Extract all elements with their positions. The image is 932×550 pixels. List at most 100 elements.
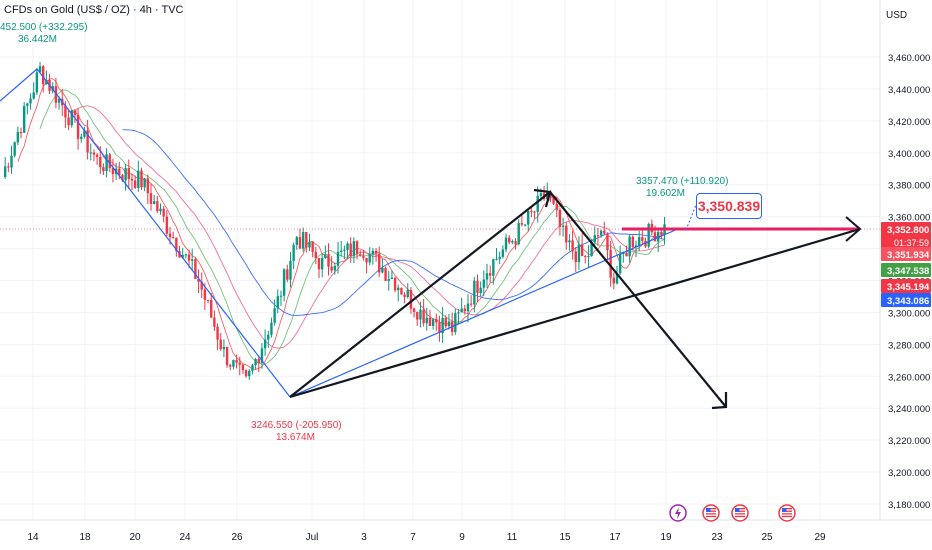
us-flag-icon[interactable] bbox=[778, 504, 796, 522]
candle bbox=[419, 301, 422, 328]
candle bbox=[511, 239, 514, 245]
candle-body bbox=[612, 277, 616, 284]
candle-body bbox=[644, 240, 647, 247]
candle bbox=[650, 219, 654, 236]
candle-body bbox=[32, 92, 35, 99]
candle bbox=[26, 102, 29, 115]
candle bbox=[412, 307, 416, 318]
candle-body bbox=[438, 322, 441, 333]
flag-stripe bbox=[735, 508, 745, 510]
candle bbox=[422, 299, 425, 327]
candle bbox=[32, 82, 35, 100]
candle-body bbox=[229, 365, 232, 367]
candle bbox=[324, 245, 327, 259]
candle bbox=[403, 291, 406, 304]
lightning-icon[interactable] bbox=[669, 504, 687, 522]
candle-body bbox=[444, 317, 447, 327]
candle bbox=[270, 317, 273, 338]
candle-body bbox=[95, 154, 99, 157]
time-tick-label: 18 bbox=[79, 532, 91, 543]
price-tick-label: 3,260.000 bbox=[888, 372, 930, 383]
candle-body bbox=[469, 303, 473, 305]
candle-body bbox=[67, 117, 70, 126]
candle bbox=[571, 230, 574, 260]
flag-stripe bbox=[706, 510, 716, 512]
candle-body bbox=[26, 103, 29, 106]
candle-body bbox=[102, 167, 105, 172]
price-tick-label: 3,440.000 bbox=[888, 85, 930, 96]
high-annotation-volume: 36.442M bbox=[18, 34, 57, 45]
candle-body bbox=[216, 326, 219, 340]
candle bbox=[431, 317, 435, 330]
candle-body bbox=[80, 136, 83, 139]
candle bbox=[184, 253, 188, 259]
candle-body bbox=[346, 243, 349, 250]
candle-body bbox=[270, 322, 273, 335]
candle bbox=[498, 251, 501, 265]
candle-body bbox=[441, 317, 444, 333]
candle bbox=[222, 339, 226, 358]
candle-body bbox=[19, 132, 23, 134]
candle-body bbox=[412, 308, 416, 312]
candle-body bbox=[222, 346, 226, 350]
candle bbox=[282, 268, 286, 302]
candle bbox=[599, 229, 603, 238]
flag-canton bbox=[706, 508, 711, 512]
candle-body bbox=[622, 253, 625, 255]
candle bbox=[248, 369, 251, 380]
candle-body bbox=[656, 231, 660, 242]
us-flag-icon[interactable] bbox=[702, 504, 720, 522]
candle bbox=[333, 262, 337, 275]
flag-stripe bbox=[735, 510, 745, 512]
candle-body bbox=[7, 166, 10, 168]
candle bbox=[533, 210, 536, 219]
candle bbox=[244, 369, 248, 378]
candle-body bbox=[416, 311, 419, 320]
moving-average-line bbox=[71, 105, 665, 349]
price-label-bg bbox=[881, 279, 931, 293]
price-label-bg bbox=[881, 293, 931, 307]
price-tick-label: 3,180.000 bbox=[888, 500, 930, 511]
candle-body bbox=[156, 201, 159, 212]
candle-body bbox=[571, 240, 574, 252]
price-label-text: 3,345.194 bbox=[887, 282, 930, 293]
candle-body bbox=[527, 210, 530, 225]
candle-body bbox=[577, 244, 581, 263]
moving-average-line bbox=[122, 129, 665, 317]
candles bbox=[3, 61, 666, 380]
candle-body bbox=[561, 225, 565, 227]
candle-body bbox=[549, 192, 552, 197]
blue-trend-line bbox=[289, 227, 681, 398]
low-annotation-price: 3246.550 (-205.950) bbox=[251, 420, 342, 431]
candle bbox=[273, 299, 276, 326]
price-callout[interactable]: 3,350.839 bbox=[696, 193, 762, 219]
candle-body bbox=[381, 267, 384, 273]
time-tick-label: 20 bbox=[129, 532, 141, 543]
candle-body bbox=[511, 241, 514, 243]
candle bbox=[476, 274, 479, 303]
currency-label[interactable]: USD bbox=[886, 10, 908, 21]
candle bbox=[460, 297, 463, 313]
candle-body bbox=[143, 178, 146, 188]
candle-body bbox=[187, 254, 191, 261]
candle bbox=[257, 355, 260, 373]
low-annotation-volume: 13.674M bbox=[276, 432, 315, 443]
candle-body bbox=[387, 279, 390, 281]
candle-body bbox=[374, 250, 378, 254]
candle-body bbox=[615, 273, 619, 284]
candle bbox=[523, 223, 527, 227]
moving-average-line bbox=[39, 89, 665, 365]
candle bbox=[267, 330, 270, 348]
candle-body bbox=[311, 241, 314, 252]
candle bbox=[102, 163, 105, 175]
candle-body bbox=[634, 245, 638, 248]
us-flag-icon[interactable] bbox=[731, 504, 749, 522]
event-icons bbox=[669, 504, 796, 522]
grid bbox=[0, 0, 880, 520]
candle-body bbox=[235, 360, 238, 363]
candle-body bbox=[184, 254, 188, 256]
candle-body bbox=[599, 230, 603, 236]
candle bbox=[457, 308, 460, 324]
candle bbox=[343, 245, 346, 260]
